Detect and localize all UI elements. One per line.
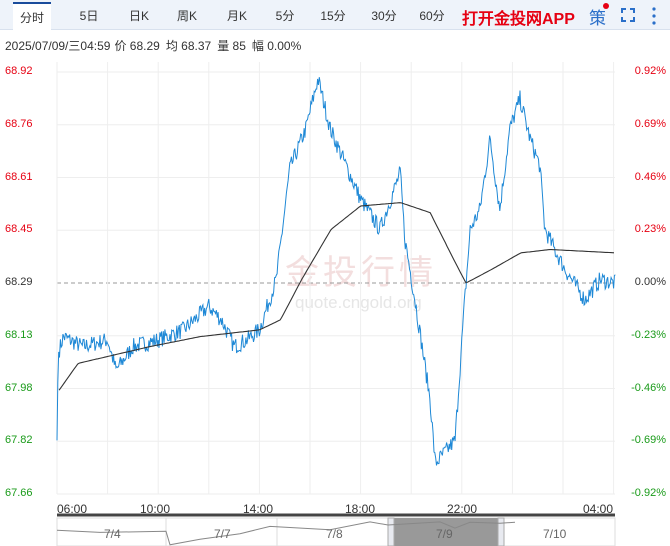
y-tick-left: 68.13 [5,328,33,341]
y-tick-right: 0.00% [634,276,666,288]
y-tick-right: -0.69% [631,434,666,447]
y-tick-right: 0.23% [634,223,666,236]
y-tick-right: -0.92% [631,487,666,499]
fullscreen-icon[interactable] [621,8,635,22]
y-tick-left: 68.29 [5,276,33,288]
minimap-date: 7/9 [436,527,453,541]
y-tick-left: 68.45 [5,223,33,236]
y-tick-right: 0.69% [634,117,666,130]
x-tick: 04:00 [583,502,614,516]
x-tick: 10:00 [140,502,171,516]
open-app-link[interactable]: 打开金投网APP [462,11,575,28]
price: 价 68.29 [114,39,160,53]
minimap-handle-right [497,517,505,546]
minimap-line [56,521,516,546]
y-tick-right: 0.92% [634,65,666,77]
average: 均 68.37 [165,39,212,53]
minimap-date: 7/4 [104,527,121,541]
y-tick-left: 67.82 [5,434,33,447]
tab-5min[interactable]: 5分 [275,9,295,23]
x-tick: 06:00 [57,502,88,516]
y-tick-left: 68.76 [5,117,33,130]
minimap-handle-left [387,517,395,546]
strategy-button[interactable]: 策 [589,9,606,28]
y-tick-right: -0.23% [631,328,666,341]
notification-dot [603,3,609,9]
y-tick-right: 0.46% [634,170,666,183]
tab-intraday[interactable]: 分时 [13,2,51,31]
price-line [56,77,616,466]
minimap-date: 7/7 [214,527,231,541]
tab-monthly-k[interactable]: 月K [226,9,247,23]
minimap-date: 7/8 [326,527,343,541]
tab-weekly-k[interactable]: 周K [176,9,197,23]
tab-30min[interactable]: 30分 [371,9,397,23]
average-line [58,202,615,391]
x-tick: 18:00 [345,502,376,516]
change: 幅 0.00% [251,39,302,53]
y-tick-left: 68.61 [5,170,33,183]
quote-info-line: 2025/07/09/三04:59 价 68.29 均 68.37 量 85 幅 0.0… [5,37,307,54]
more-vertical-icon[interactable] [651,7,657,25]
tab-15min[interactable]: 15分 [320,9,346,23]
y-tick-left: 68.92 [5,65,33,77]
tab-daily-k[interactable]: 日K [128,9,149,23]
x-tick: 22:00 [447,502,478,516]
watermark-url: quote.cngold.org [295,293,422,312]
period-tab-bar: 分时 5日 日K 周K 月K 5分 15分 30分 60分 打开金投网APP 策 [0,0,670,31]
y-tick-left: 67.98 [5,381,33,394]
tab-5day[interactable]: 5日 [79,9,99,23]
y-tick-right: -0.46% [631,381,666,394]
volume: 量 85 [217,39,246,53]
tab-60min[interactable]: 60分 [419,9,445,23]
x-tick: 14:00 [243,502,274,516]
datetime: 2025/07/09/三04:59 [5,39,111,53]
y-tick-left: 67.66 [5,487,33,499]
minimap-date: 7/10 [543,527,567,541]
